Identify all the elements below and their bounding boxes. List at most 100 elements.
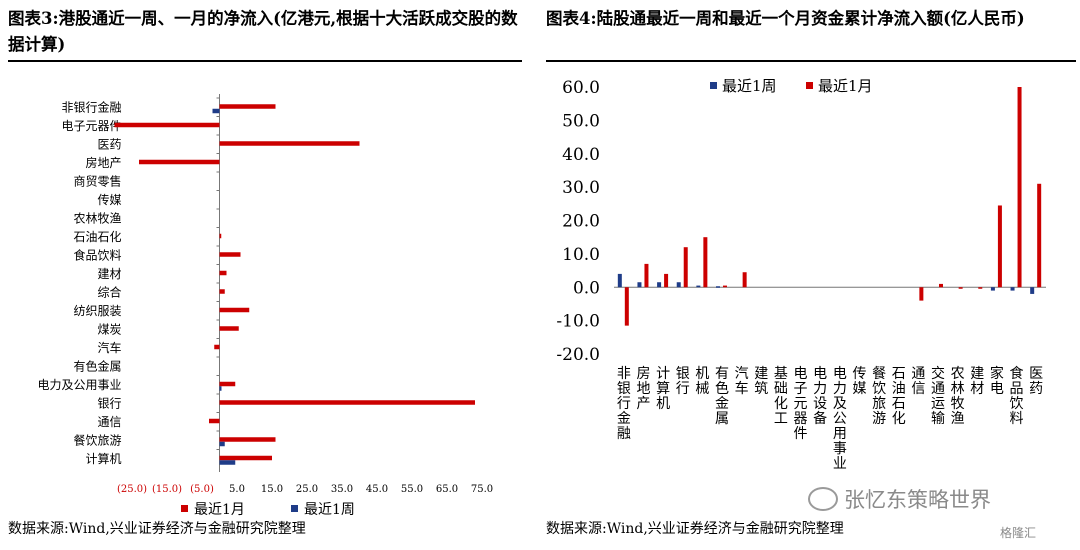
right-category-label: 食品饮料 <box>1010 365 1024 427</box>
left-legend-swatch-month <box>181 505 188 512</box>
right-bar-week <box>990 287 995 291</box>
right-bar-month <box>664 273 669 288</box>
left-legend-swatch-week <box>291 505 298 512</box>
right-legend-label-month: 最近1月 <box>818 77 873 95</box>
left-category-label: 食品饮料 <box>73 247 121 262</box>
left-title-rule <box>8 60 522 62</box>
right-category-label: 通信 <box>911 366 925 397</box>
right-y-tick-label: 40.0 <box>562 145 600 165</box>
right-category-label: 家电 <box>990 365 1004 397</box>
right-y-tick-label: 20.0 <box>562 212 600 232</box>
left-bar-month <box>219 381 236 387</box>
right-category-label: 有色金属 <box>715 366 729 427</box>
right-category-label: 餐饮旅游 <box>872 366 886 427</box>
left-category-label: 传媒 <box>97 192 121 207</box>
left-category-label: 汽车 <box>97 340 121 355</box>
left-category-label: 农林牧渔 <box>73 211 121 225</box>
left-bar-month <box>214 344 220 350</box>
left-category-label: 煤炭 <box>97 322 121 336</box>
right-y-tick-label: -20.0 <box>556 345 600 365</box>
right-y-tick-label: -10.0 <box>556 312 600 332</box>
left-category-label: 银行 <box>97 396 121 410</box>
right-category-label: 医药 <box>1029 366 1043 397</box>
right-bar-month <box>624 287 629 326</box>
right-bar-week <box>637 282 642 288</box>
right-bar-month <box>1017 87 1022 288</box>
right-bar-month <box>683 247 688 288</box>
right-category-label: 计算机 <box>656 366 670 412</box>
right-bar-week <box>716 286 720 288</box>
right-bar-month <box>939 283 943 288</box>
left-bar-chart: 非银行金融电子元器件医药房地产商贸零售传媒农林牧渔石油石化食品饮料建材综合纺织服… <box>37 94 493 518</box>
left-x-tick-label: (25.0) <box>117 484 147 495</box>
left-x-tick-label: 75.0 <box>471 484 493 495</box>
left-legend-label-month: 最近1月 <box>194 502 245 518</box>
left-x-tick-label: 15.0 <box>261 484 283 495</box>
left-legend-label-week: 最近1周 <box>304 502 355 518</box>
left-category-label: 商贸零售 <box>73 173 121 188</box>
right-chart-title: 图表4:陆股通最近一周和最近一个月资金累计净流入额(亿人民币) <box>546 9 1025 28</box>
left-bar-month <box>219 252 241 257</box>
left-category-label: 电力及公用事业 <box>37 378 121 392</box>
right-category-label: 非银行金融 <box>617 366 631 442</box>
right-bar-week <box>696 285 701 288</box>
wechat-icon <box>808 487 838 511</box>
left-chart-title: 图表3:港股通近一周、一月的净流入(亿港元,根据十大活跃成交股的数据计算) <box>8 9 518 54</box>
right-category-label: 交通运输 <box>931 365 945 427</box>
left-category-label: 石油石化 <box>73 230 121 244</box>
left-x-tick-label: 45.0 <box>366 484 388 495</box>
left-bar-month <box>219 307 250 313</box>
right-title-rule <box>546 60 1076 62</box>
left-bar-month <box>114 122 220 128</box>
right-legend-swatch-month <box>806 82 813 89</box>
left-bar-month <box>219 141 360 146</box>
right-y-tick-label: 50.0 <box>562 111 600 131</box>
right-y-tick-label: 0.0 <box>573 278 600 298</box>
right-bar-week <box>676 282 681 288</box>
left-bar-month <box>219 326 239 331</box>
left-x-tick-label: (15.0) <box>152 484 182 495</box>
gelonghui-logo: 格隆汇 <box>1000 526 1037 540</box>
right-category-label: 银行 <box>676 366 690 397</box>
left-bar-month <box>219 270 227 276</box>
right-bar-week <box>657 282 662 288</box>
left-bar-month <box>209 418 220 424</box>
right-category-label: 建筑 <box>754 366 768 397</box>
right-category-label: 传媒 <box>852 366 866 397</box>
left-bar-month <box>219 104 276 109</box>
left-bar-month <box>139 159 220 165</box>
right-y-tick-label: 10.0 <box>562 245 600 265</box>
left-category-label: 建材 <box>97 267 121 281</box>
right-bar-month <box>723 285 727 288</box>
right-category-label: 汽车 <box>735 366 749 397</box>
left-category-label: 综合 <box>97 284 121 299</box>
right-legend-swatch-week <box>710 82 717 89</box>
left-source-note: 数据来源:Wind,兴业证券经济与金融研究院整理 <box>8 521 306 537</box>
left-bar-week <box>212 108 220 114</box>
right-category-label: 基础化工 <box>774 365 788 427</box>
right-bar-chart: 60.0 50.0 40.0 30.0 20.0 10.0 0.0 -10.0 -20.0 非银行… <box>556 77 1046 472</box>
left-x-tick-label: 55.0 <box>401 484 423 495</box>
left-x-tick-label: 35.0 <box>331 484 353 495</box>
right-category-label: 房地产 <box>636 366 650 412</box>
right-category-label: 电力及公用事业 <box>833 366 847 472</box>
right-bar-week <box>1010 287 1015 291</box>
right-bar-month <box>919 287 924 301</box>
left-category-label: 医药 <box>97 137 121 151</box>
right-bar-month <box>958 287 963 289</box>
right-source-note: 数据来源:Wind,兴业证券经济与金融研究院整理 <box>546 521 844 537</box>
right-category-label: 石油石化 <box>892 366 906 427</box>
left-category-label: 非银行金融 <box>61 99 121 114</box>
left-x-tick-label: (5.0) <box>190 484 214 495</box>
right-y-tick-label: 60.0 <box>562 78 600 98</box>
right-bar-week <box>1030 287 1035 294</box>
right-bar-week <box>617 273 622 288</box>
left-bar-week <box>219 441 225 447</box>
left-bar-month <box>219 289 225 294</box>
left-category-label: 通信 <box>97 415 121 429</box>
right-category-label: 建材 <box>970 366 984 397</box>
left-bar-month <box>219 437 276 442</box>
watermark: 张忆东策略世界 <box>808 484 991 514</box>
left-category-label: 计算机 <box>85 451 121 466</box>
right-bar-month <box>1037 183 1042 288</box>
